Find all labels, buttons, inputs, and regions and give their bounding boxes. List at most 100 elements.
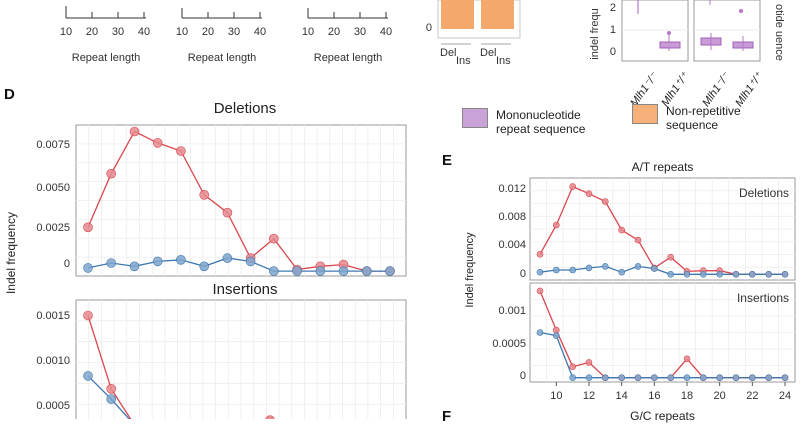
data-point [716,374,724,381]
data-point [732,271,740,278]
data-point [222,207,233,218]
data-point [651,374,658,381]
top-bar-chart: 0 Del Ins Del Ins [426,0,521,67]
data-point [361,266,372,276]
top-axis-1: 10 20 30 40 Repeat length [60,6,150,64]
insertions-title: Insertions [212,281,278,298]
data-point [585,190,593,198]
data-point [129,261,140,272]
tick-label: 20 [202,26,214,38]
bar-del-1 [441,0,474,29]
data-point [699,271,707,278]
data-point [618,374,625,381]
data-point [765,271,773,278]
axis-title: Repeat length [188,52,257,64]
data-point [634,236,642,244]
legend-label: Mononucleotide repeat sequence [496,108,586,136]
top-strip: 10 20 30 40 Repeat length 10 20 30 40 Re… [60,0,785,67]
tick-label: 0.0050 [36,182,70,194]
data-point [536,329,544,336]
tick-label: 22 [746,390,758,402]
series-line [87,315,132,419]
data-point [536,287,544,295]
axis-title: Repeat length [72,52,141,64]
top-box-plot: indel frequ 2 1 0 otide uence [589,0,785,62]
data-point [176,146,186,156]
tick-label: 0 [426,22,432,34]
tick-label: Del [480,47,497,59]
panel-letter-e: E [442,152,453,169]
data-point [265,415,275,419]
tick-label: 20 [86,26,98,38]
data-point [732,374,740,381]
tick-label: 30 [228,26,240,38]
data-point [585,264,593,272]
data-point [602,198,609,205]
data-point [683,355,691,363]
data-point [245,256,256,267]
deletions-title: Deletions [213,100,277,117]
data-point [602,374,609,381]
data-point [618,268,625,276]
data-point [569,374,576,381]
tick-label: 30 [112,26,124,38]
tick-label: 40 [138,26,150,38]
data-point [602,263,609,270]
data-point [585,359,593,366]
panel-e-chart: 0.012 0.008 0.004 0 Deletions 0.001 0.00… [492,177,796,402]
tick-label: 0.0010 [36,355,70,367]
data-point [667,374,674,381]
tick-label: 0.008 [498,211,526,223]
tick-label: 20 [328,26,340,38]
data-point [83,371,93,381]
series-line [539,265,785,275]
bar-ins-1 [481,0,514,29]
tick-label: 40 [380,26,392,38]
data-point [199,190,209,200]
data-point [634,374,642,381]
data-point [536,251,544,258]
tick-label: 12 [583,390,595,402]
tick-label: Ins [456,55,471,67]
tick-label: 0.0025 [36,222,70,234]
data-point [553,332,560,339]
tick-label: 40 [254,26,266,38]
data-point [748,374,756,381]
top-axis-2: 10 20 30 40 Repeat length [176,8,266,64]
tick-label: 0 [610,46,616,58]
data-point [569,363,576,370]
panel-d-chart: 0.0075 0.0050 0.0025 0 0.0015 0.0010 0.0… [36,124,407,419]
tick-label: 2 [610,2,616,14]
data-point [385,266,395,276]
tick-label: 10 [60,26,72,38]
data-point [553,266,560,274]
tick-label: 10 [302,26,314,38]
legend-item-non-repetitive: Non-repetitive sequence [632,104,741,132]
tick-label: 0.0075 [36,139,70,151]
data-point [315,266,326,276]
data-point [683,271,691,278]
legend-item-mononucleotide: Mononucleotide repeat sequence [462,108,585,136]
data-point [765,374,773,381]
data-point [83,310,93,321]
data-point [569,266,576,274]
data-point [106,258,116,268]
series-line [87,375,130,419]
data-point [268,266,279,276]
data-point [106,394,116,404]
tick-label: 30 [354,26,366,38]
data-point [106,383,116,394]
box-1 [659,41,681,49]
legend-label: Non-repetitive sequence [666,104,741,132]
tick-label: 0.0005 [36,400,70,412]
side-label: otide uence [773,4,785,61]
insertions-label: Insertions [737,291,789,305]
data-point [667,253,674,261]
tick-label: Del [440,47,457,59]
tick-label: Ins [496,55,511,67]
tick-label: 0 [520,268,526,280]
panel-letter-f: F [442,408,452,425]
data-point [176,255,186,265]
tick-label: 16 [648,390,660,402]
tick-label: 0.004 [498,239,526,251]
